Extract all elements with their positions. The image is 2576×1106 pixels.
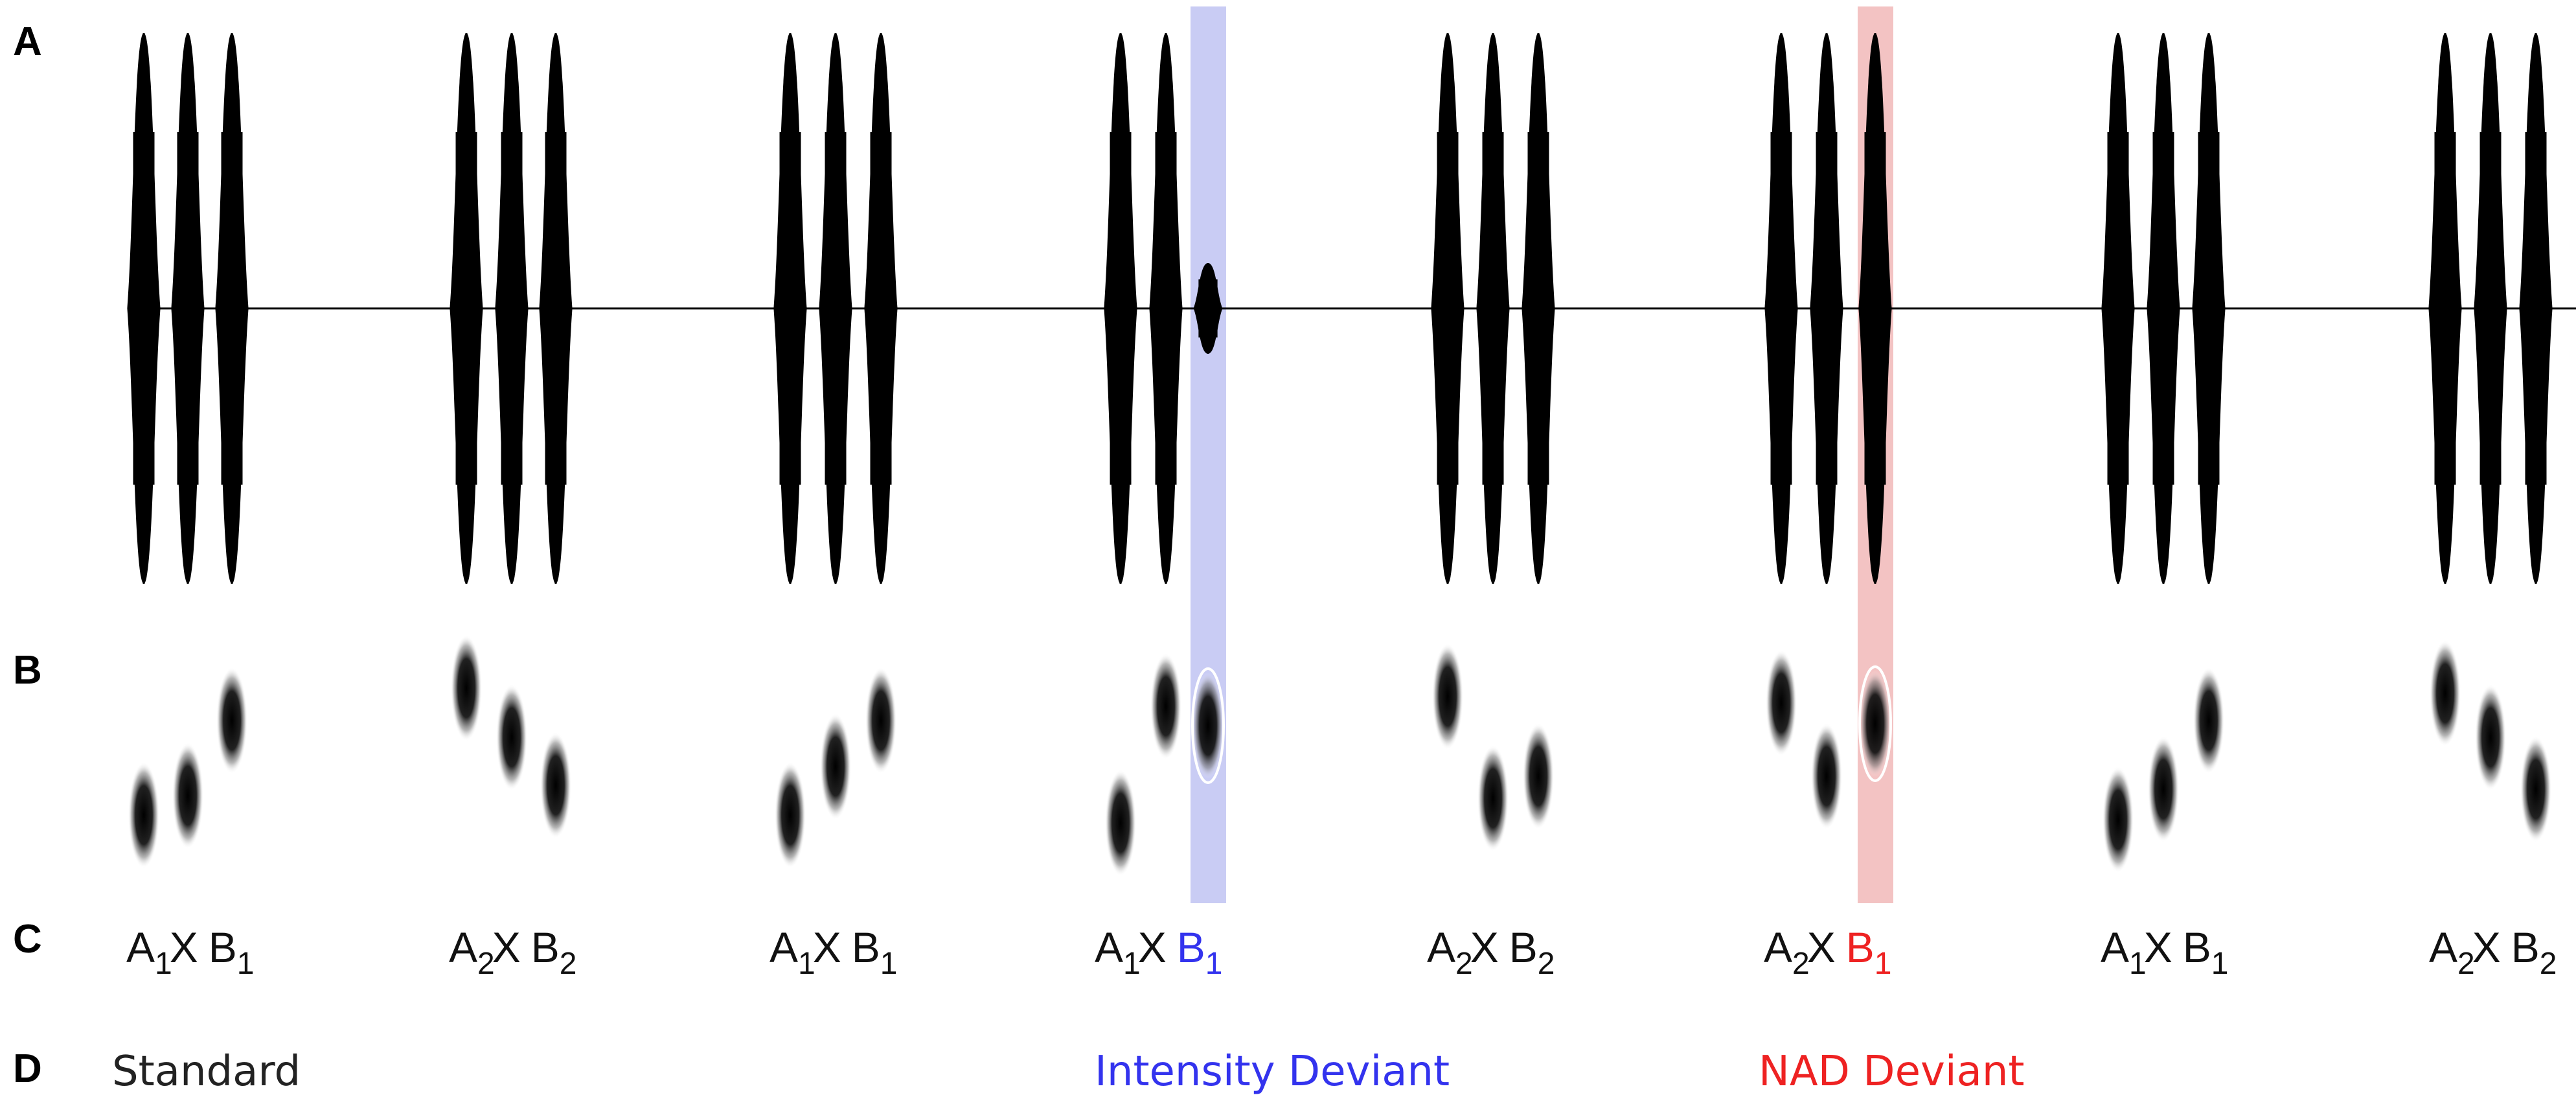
pitch-blob	[1192, 673, 1224, 779]
panel-label-b: B	[13, 648, 42, 693]
sequence-item-nad-deviant: A2X B1	[1764, 923, 1892, 981]
sequence-item: A1X B1	[769, 923, 898, 981]
sequence-item: A1X B1	[2101, 923, 2229, 981]
pitch-blob	[1105, 770, 1136, 876]
pitch-blob	[2520, 736, 2551, 842]
pitch-blob	[775, 762, 806, 868]
pitch-blob	[1860, 671, 1891, 777]
pitch-blob	[1477, 745, 1509, 851]
sequence-item-intensity-deviant: A1X B1	[1095, 923, 1223, 981]
sequence-notation: A1X B1 A2X B2 A1X B1 A1X B1 A2X B2 A2X B1	[126, 923, 2557, 981]
pitch-blob-outline	[1858, 665, 1892, 782]
pitch-blob	[1432, 643, 1463, 750]
pitch-blob	[1766, 650, 1797, 756]
pitch-blob	[1811, 723, 1842, 829]
sequence-item: A1X B1	[126, 923, 255, 981]
pitch-blob	[2430, 640, 2461, 746]
standard-label: Standard	[112, 1048, 301, 1096]
pitch-blob	[1150, 653, 1181, 759]
pitch-blob	[496, 684, 527, 790]
pitch-blob	[128, 762, 159, 868]
pitch-blob	[820, 713, 851, 820]
pitch-blob	[172, 743, 203, 849]
sequence-item: A2X B2	[1427, 923, 1555, 981]
nad-deviant-label: NAD Deviant	[1759, 1048, 2024, 1096]
intensity-deviant-label: Intensity Deviant	[1095, 1048, 1450, 1096]
panel-label-a: A	[13, 19, 42, 64]
pitch-blob	[2148, 736, 2179, 842]
panel-label-d: D	[13, 1046, 42, 1091]
sequence-item: A2X B2	[2429, 923, 2557, 981]
pitch-blob	[216, 667, 247, 774]
pitch-blob	[2103, 766, 2134, 873]
pitch-blob	[865, 667, 896, 774]
pitch-blobs	[128, 635, 2551, 876]
pitch-blob	[2475, 684, 2506, 790]
pitch-blob	[2193, 667, 2224, 774]
waveform	[127, 33, 2553, 584]
pitch-blob-outline	[1191, 667, 1225, 784]
sequence-item: A2X B2	[449, 923, 577, 981]
panel-label-c: C	[13, 917, 42, 962]
pitch-blob	[451, 635, 482, 741]
pitch-blob	[540, 732, 571, 838]
pitch-blob	[1523, 723, 1554, 829]
